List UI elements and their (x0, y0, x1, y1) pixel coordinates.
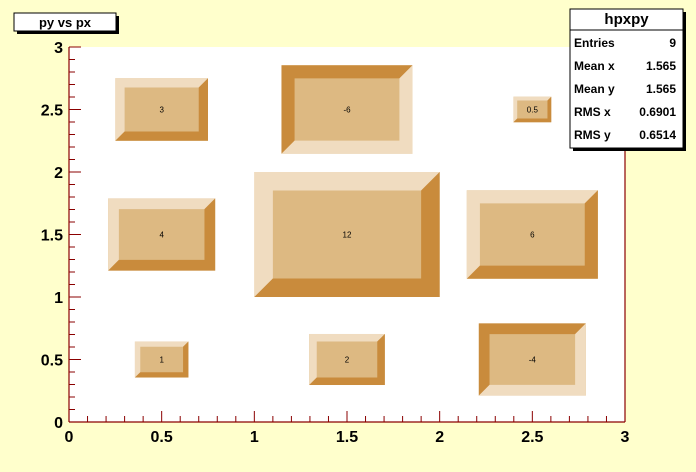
cell-face (134, 341, 189, 378)
cell-face (466, 190, 598, 279)
cell-value-label: 3 (159, 106, 164, 115)
cell-value-label: -4 (529, 356, 537, 365)
cell-value-label: -6 (343, 106, 351, 115)
cell-face (513, 96, 552, 123)
cell-value-label: 6 (530, 231, 535, 240)
cell-bevel-bottom-right (115, 78, 208, 141)
cell-bevel-top-left (134, 341, 189, 378)
x-tick-label: 1 (250, 429, 259, 446)
cell-bevel-top-left (466, 190, 598, 279)
axes-layer: 0 0.5 1 1.5 2 2.5 3 0 0.5 1 1.5 2 2.5 3 (41, 40, 630, 446)
histogram-cell: 1 (134, 341, 189, 378)
y-tick-label: 1.5 (41, 228, 63, 245)
cell-bevel-bottom-right (513, 96, 552, 123)
cell-bevel-top-left (309, 333, 385, 386)
histogram-cell: 2 (309, 333, 385, 386)
cell-value-label: 2 (345, 356, 350, 365)
x-tick-label: 1.5 (336, 429, 358, 446)
cell-value-label: 1 (159, 356, 164, 365)
stats-row-value: 0.6514 (639, 128, 676, 142)
cell-bevel-top-left (478, 323, 586, 396)
x-tick-label: 3 (621, 429, 630, 446)
stats-rows: Entries 9 Mean x 1.565 Mean y 1.565 RMS x 0.690… (574, 36, 676, 142)
stats-row-label: Mean x (574, 59, 615, 73)
cell-bevel-bottom-right (134, 341, 189, 378)
stats-row: Mean y 1.565 (574, 82, 676, 96)
cell-bevel-bottom-right (478, 323, 586, 396)
cell-face (281, 65, 413, 154)
histogram-cell: -4 (478, 323, 586, 396)
cell-bevel-top-left (115, 78, 208, 141)
x-tick-label: 2.5 (521, 429, 543, 446)
stats-row-value: 1.565 (646, 82, 676, 96)
stats-row-label: RMS y (574, 128, 611, 142)
cell-bevel-bottom-right (108, 198, 216, 271)
histogram-cell: 0.5 (513, 96, 552, 123)
stats-row-label: RMS x (574, 105, 611, 119)
cell-value-label: 12 (343, 231, 352, 240)
x-tick-label: 0.5 (151, 429, 173, 446)
stats-box: hpxpy Entries 9 Mean x 1.565 Mean y 1.565 RMS … (569, 8, 686, 151)
stats-row-value: 9 (669, 36, 676, 50)
y-tick-label: 2 (54, 165, 63, 182)
stats-row: RMS x 0.6901 (574, 105, 676, 119)
cell-bevel-bottom-right (281, 65, 413, 154)
title-box: py vs px (13, 12, 119, 34)
cell-face (478, 323, 586, 396)
cell-value-label: 0.5 (527, 106, 539, 115)
cell-face (309, 333, 385, 386)
cell-bevel-top-left (281, 65, 413, 154)
y-tick-label: 0.5 (41, 353, 63, 370)
cell-bevel-bottom-right (254, 172, 440, 297)
cell-face (254, 172, 440, 297)
stats-row-label: Entries (574, 36, 615, 50)
cell-face (115, 78, 208, 141)
stats-row-label: Mean y (574, 82, 615, 96)
histogram-cell: -6 (281, 65, 413, 154)
cell-bevel-top-left (108, 198, 216, 271)
cell-bevel-bottom-right (309, 333, 385, 386)
stats-row-value: 1.565 (646, 59, 676, 73)
plot-title: py vs px (39, 15, 92, 30)
stats-row-value: 0.6901 (639, 105, 676, 119)
x-tick-label: 2 (435, 429, 444, 446)
stats-row: RMS y 0.6514 (574, 128, 676, 142)
cell-face (108, 198, 216, 271)
cell-bevel-bottom-right (466, 190, 598, 279)
histogram-cell: 4 (108, 198, 216, 271)
histogram-cell: 3 (115, 78, 208, 141)
histogram-cell: 12 (254, 172, 440, 297)
stats-row: Mean x 1.565 (574, 59, 676, 73)
y-tick-label: 0 (54, 415, 63, 432)
box-layer: 1 2 -44 12 63 -6 0.5 (108, 65, 598, 396)
cell-value-label: 4 (159, 231, 164, 240)
histogram-cell: 6 (466, 190, 598, 279)
cell-bevel-top-left (254, 172, 440, 297)
stats-row: Entries 9 (574, 36, 676, 50)
cell-bevel-top-left (513, 96, 552, 123)
y-tick-label: 2.5 (41, 103, 63, 120)
y-tick-label: 3 (54, 40, 63, 57)
x-tick-label: 0 (65, 429, 74, 446)
stats-title: hpxpy (604, 11, 649, 28)
y-tick-label: 1 (54, 290, 63, 307)
